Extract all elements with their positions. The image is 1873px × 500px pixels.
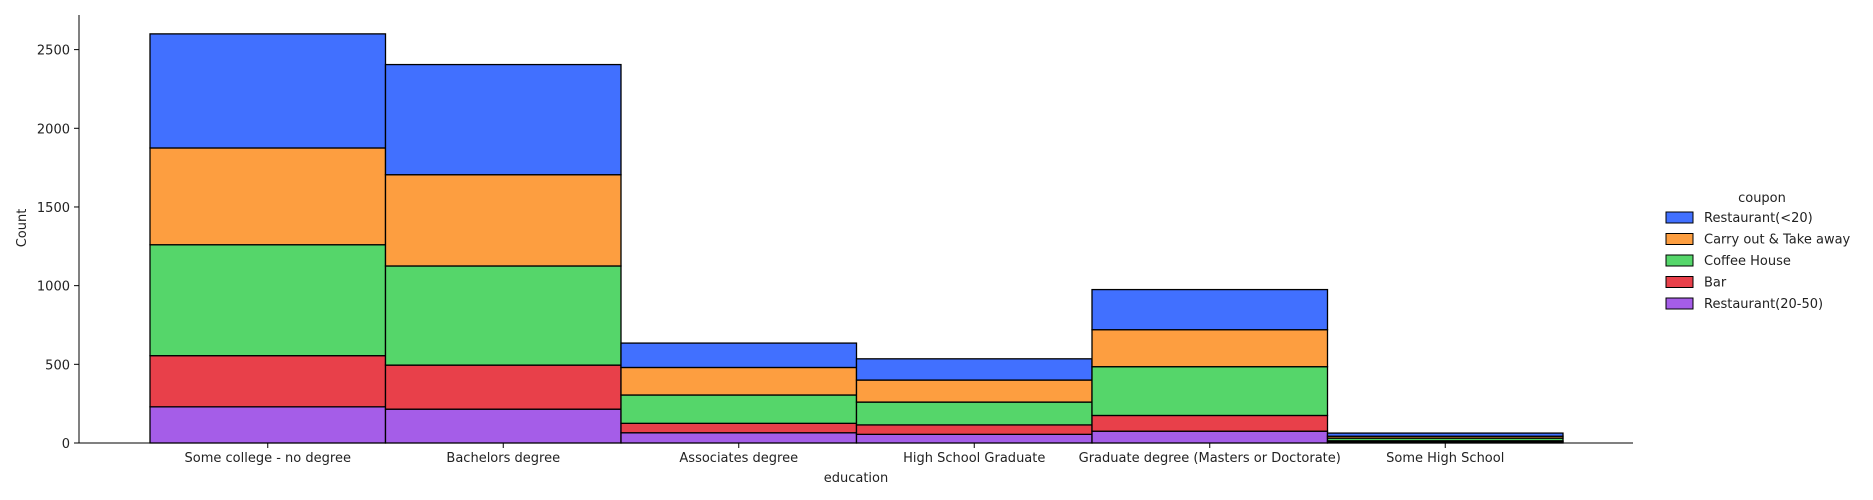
legend-swatch-restaurant-20	[1665, 211, 1694, 224]
y-tick-label: 0	[62, 437, 70, 452]
legend-label-restaurant-20: Restaurant(<20)	[1704, 211, 1813, 226]
bar-high-school-graduate-restaurant-20-50	[855, 433, 1093, 444]
legend-swatch-restaurant-20-50	[1665, 297, 1694, 310]
bars-layer	[149, 33, 1564, 444]
bar-graduate-degree-masters-or-doctorate-bar	[1091, 414, 1329, 432]
bar-associates-degree-bar	[620, 422, 858, 434]
bar-graduate-degree-masters-or-doctorate-coffee-house	[1091, 366, 1329, 417]
bar-graduate-degree-masters-or-doctorate-restaurant-20-50	[1091, 430, 1329, 444]
legend-swatch-coffee-house	[1665, 254, 1694, 267]
bar-bachelors-degree-coffee-house	[384, 265, 622, 366]
y-tick-label: 2500	[37, 44, 70, 59]
bar-associates-degree-restaurant-20-50	[620, 432, 858, 444]
bar-associates-degree-carry-out-take-away	[620, 366, 858, 396]
bar-some-high-school-restaurant-20	[1326, 432, 1564, 437]
y-tick-label: 500	[45, 358, 70, 373]
y-axis-title: Count	[15, 209, 30, 248]
bar-some-college-no-degree-restaurant-20-50	[149, 406, 387, 444]
bar-high-school-graduate-restaurant-20	[855, 358, 1093, 381]
bar-high-school-graduate-bar	[855, 424, 1093, 435]
y-tick-label: 1000	[37, 280, 70, 295]
bar-some-college-no-degree-restaurant-20	[149, 33, 387, 149]
bar-bachelors-degree-bar	[384, 364, 622, 410]
bar-some-college-no-degree-bar	[149, 355, 387, 408]
bar-bachelors-degree-restaurant-20	[384, 63, 622, 176]
legend: coupon Restaurant(<20) Carry out & Take a…	[1665, 191, 1851, 312]
x-tick-label: High School Graduate	[903, 451, 1045, 466]
legend-label-bar: Bar	[1704, 276, 1727, 291]
bar-associates-degree-coffee-house	[620, 394, 858, 424]
bar-associates-degree-restaurant-20	[620, 342, 858, 369]
x-axis-title: education	[824, 471, 889, 486]
x-tick-label: Associates degree	[679, 451, 798, 466]
bar-high-school-graduate-carry-out-take-away	[855, 379, 1093, 403]
legend-swatch-bar	[1665, 276, 1694, 288]
legend-label-coffee-house: Coffee House	[1704, 254, 1791, 269]
x-tick-label: Some college - no degree	[185, 451, 351, 466]
y-tick-label: 1500	[37, 201, 70, 216]
bar-bachelors-degree-restaurant-20-50	[384, 408, 622, 444]
legend-label-carry-out-take-away: Carry out & Take away	[1704, 233, 1851, 248]
legend-title: coupon	[1738, 191, 1786, 206]
axes-layer: Some college - no degree Bachelors degree…	[37, 15, 1633, 466]
x-tick-label: Graduate degree (Masters or Doctorate)	[1079, 451, 1341, 466]
y-tick-label: 2000	[37, 122, 70, 137]
x-tick-label: Bachelors degree	[446, 451, 560, 466]
bar-graduate-degree-masters-or-doctorate-restaurant-20	[1091, 288, 1329, 331]
legend-label-restaurant-20-50: Restaurant(20-50)	[1704, 297, 1823, 312]
bar-graduate-degree-masters-or-doctorate-carry-out-take-away	[1091, 329, 1329, 368]
x-tick-label: Some High School	[1386, 451, 1504, 466]
bar-high-school-graduate-coffee-house	[855, 401, 1093, 426]
legend-swatch-carry-out-take-away	[1665, 233, 1694, 245]
bar-bachelors-degree-carry-out-take-away	[384, 174, 622, 267]
bar-some-college-no-degree-carry-out-take-away	[149, 147, 387, 246]
bar-some-college-no-degree-coffee-house	[149, 244, 387, 357]
